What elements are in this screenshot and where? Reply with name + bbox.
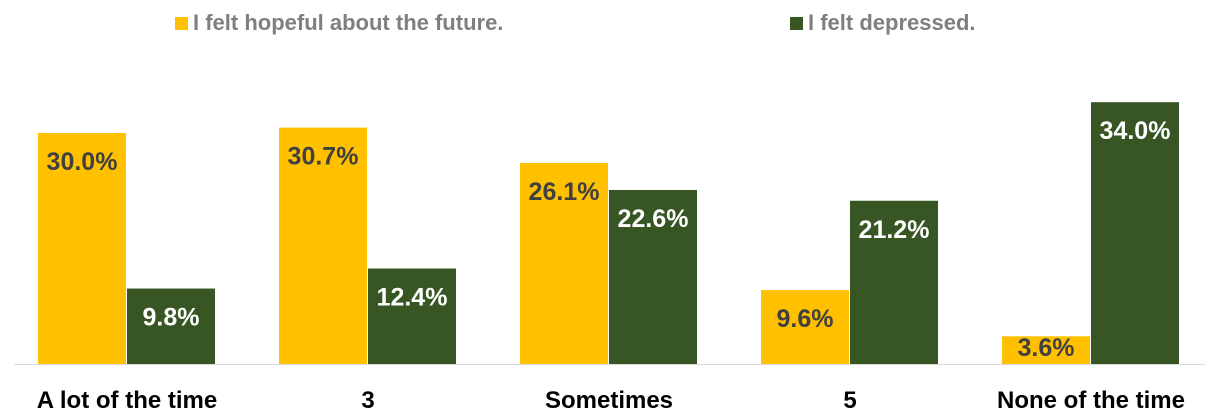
data-label-depressed-3: 21.2% xyxy=(859,216,930,244)
category-label-1: 3 xyxy=(361,387,374,414)
category-label-4: None of the time xyxy=(997,387,1185,414)
data-label-hopeful-2: 26.1% xyxy=(529,178,600,206)
category-label-0: A lot of the time xyxy=(37,387,217,414)
data-label-hopeful-1: 30.7% xyxy=(288,143,359,171)
category-label-2: Sometimes xyxy=(545,387,673,414)
data-label-depressed-0: 9.8% xyxy=(143,304,200,332)
data-label-depressed-2: 22.6% xyxy=(618,205,689,233)
data-label-depressed-4: 34.0% xyxy=(1100,117,1171,145)
data-label-hopeful-3: 9.6% xyxy=(777,305,834,333)
data-label-hopeful-4: 3.6% xyxy=(1018,334,1075,362)
data-label-hopeful-0: 30.0% xyxy=(47,148,118,176)
category-label-3: 5 xyxy=(843,387,856,414)
data-label-depressed-1: 12.4% xyxy=(377,284,448,312)
